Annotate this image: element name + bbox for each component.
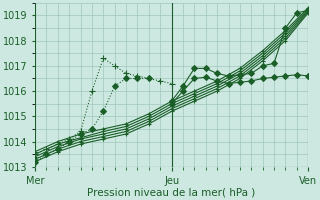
X-axis label: Pression niveau de la mer( hPa ): Pression niveau de la mer( hPa ) [87,187,256,197]
